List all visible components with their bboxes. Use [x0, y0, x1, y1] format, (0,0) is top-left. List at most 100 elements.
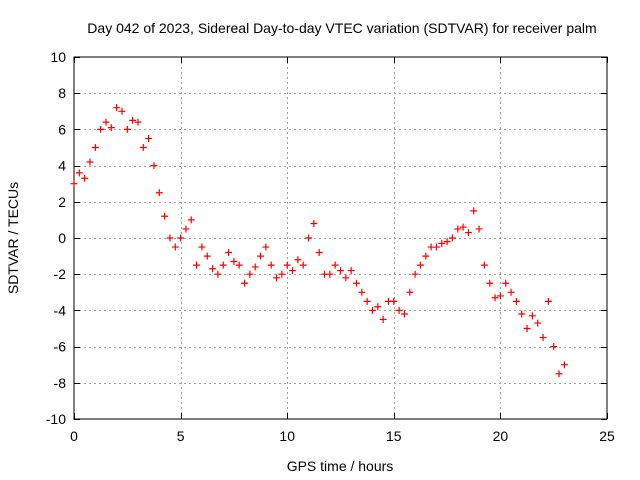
data-point — [454, 225, 462, 233]
series-group — [70, 104, 568, 378]
data-point — [443, 238, 451, 246]
data-point — [528, 312, 536, 320]
data-point — [251, 263, 259, 271]
data-point — [480, 261, 488, 269]
data-point — [246, 270, 254, 278]
data-point — [523, 325, 531, 332]
data-point — [374, 303, 382, 311]
data-point — [342, 274, 350, 282]
data-point — [470, 207, 478, 215]
data-point — [91, 144, 99, 151]
x-axis-label: GPS time / hours — [287, 458, 394, 474]
data-point — [326, 270, 334, 278]
data-point — [187, 216, 195, 224]
x-tick-label: 5 — [177, 428, 185, 444]
y-tick-label: -10 — [46, 411, 66, 427]
data-point — [193, 261, 201, 269]
data-point — [278, 270, 286, 278]
y-tick-label: 2 — [58, 194, 66, 210]
data-point — [422, 252, 430, 260]
data-point — [315, 248, 323, 256]
data-point — [294, 256, 302, 264]
data-point — [102, 118, 110, 126]
data-point — [459, 223, 467, 231]
data-point — [363, 297, 371, 305]
data-point — [400, 310, 408, 318]
data-point — [305, 234, 313, 242]
data-point — [273, 274, 281, 282]
data-point — [486, 279, 494, 287]
data-point — [491, 294, 499, 302]
chart-title: Day 042 of 2023, Sidereal Day-to-day VTE… — [87, 20, 596, 36]
data-point — [347, 267, 355, 275]
data-point — [214, 270, 222, 278]
data-point — [203, 252, 211, 260]
data-point — [337, 267, 344, 275]
data-point — [139, 144, 147, 151]
data-point — [448, 234, 456, 242]
y-tick-label: 6 — [58, 121, 66, 137]
data-point — [171, 243, 179, 251]
data-point — [267, 261, 275, 269]
data-point — [283, 261, 291, 269]
y-tick-label: -6 — [54, 339, 67, 355]
data-point — [560, 361, 568, 369]
data-point — [395, 306, 403, 314]
data-point — [230, 258, 238, 266]
data-point — [118, 107, 126, 115]
data-point — [432, 243, 440, 251]
data-point — [241, 279, 249, 287]
data-point — [518, 310, 526, 318]
data-point — [209, 265, 217, 273]
data-point — [464, 229, 472, 237]
data-point — [166, 234, 174, 242]
data-point — [368, 306, 376, 314]
data-point — [310, 220, 318, 228]
data-point — [129, 116, 137, 124]
data-point — [225, 248, 233, 256]
data-point — [235, 261, 243, 269]
data-point — [555, 370, 563, 378]
data-point — [379, 315, 387, 323]
data-point — [390, 297, 398, 305]
data-point — [352, 279, 360, 287]
data-point — [81, 174, 89, 182]
data-point — [177, 234, 185, 242]
data-point — [534, 319, 542, 327]
data-point — [262, 243, 270, 251]
data-point — [502, 279, 510, 287]
data-point — [113, 104, 121, 112]
y-axis-label: SDTVAR / TECUs — [5, 182, 21, 294]
data-point — [406, 288, 414, 296]
y-tick-label: -4 — [54, 302, 67, 318]
data-point — [161, 212, 169, 220]
y-tick-label: 8 — [58, 85, 66, 101]
data-point — [289, 267, 297, 275]
data-point — [416, 261, 424, 269]
data-point — [219, 261, 227, 269]
data-point — [299, 261, 307, 269]
y-tick-label: 4 — [58, 158, 66, 174]
data-point — [411, 270, 419, 278]
data-point — [358, 288, 366, 296]
data-point — [550, 343, 558, 351]
axis-ticks: 0 5 10 15 20 25 -10 -8 -6 -4 -2 0 2 4 6 8 10 — [46, 49, 615, 444]
data-point — [86, 158, 94, 166]
y-tick-label: -2 — [54, 266, 67, 282]
data-point — [70, 180, 78, 188]
data-point — [155, 189, 163, 197]
data-point — [75, 169, 83, 177]
data-point — [539, 334, 547, 342]
data-point — [544, 297, 552, 305]
data-point — [150, 162, 158, 170]
data-point — [331, 261, 339, 269]
data-point — [512, 297, 520, 305]
y-tick-label: -8 — [54, 375, 67, 391]
data-point — [507, 288, 515, 296]
data-point — [123, 125, 131, 133]
y-tick-label: 0 — [58, 230, 66, 246]
data-point — [145, 134, 153, 142]
x-tick-label: 25 — [599, 428, 615, 444]
